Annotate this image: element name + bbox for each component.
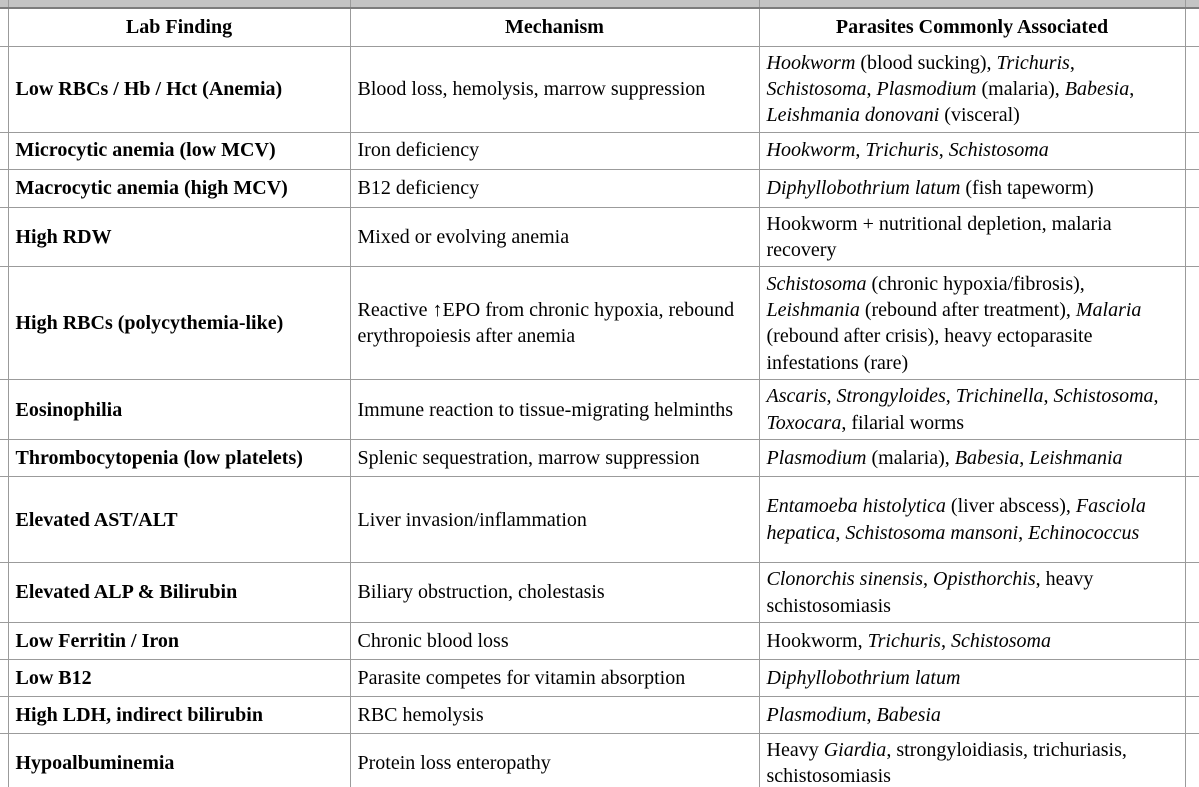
left-margin-cell	[0, 622, 9, 661]
right-margin-cell	[1184, 206, 1199, 268]
right-margin-cell	[1184, 7, 1199, 47]
parasites-cell: Diphyllobothrium latum	[758, 659, 1186, 698]
lab-finding-cell: Elevated ALP & Bilirubin	[7, 562, 351, 624]
lab-finding-cell: Hypoalbuminemia	[7, 733, 351, 787]
lab-finding-cell: Microcytic anemia (low MCV)	[7, 131, 351, 170]
parasites-cell: Diphyllobothrium latum (fish tapeworm)	[758, 168, 1186, 208]
lab-finding-cell: Eosinophilia	[7, 379, 351, 441]
partial-cell	[7, 0, 351, 9]
table-row: Eosinophilia Immune reaction to tissue-mi…	[0, 379, 1199, 441]
right-margin-cell	[1184, 266, 1199, 381]
partial-cell	[0, 0, 9, 9]
partial-cell	[349, 0, 760, 9]
header-parasites: Parasites Commonly Associated	[758, 7, 1186, 47]
header-lab-finding: Lab Finding	[7, 7, 351, 47]
header-mechanism: Mechanism	[349, 7, 760, 47]
parasites-cell: Plasmodium (malaria), Babesia, Leishmani…	[758, 439, 1186, 478]
parasites-cell: Clonorchis sinensis, Opisthorchis, heavy…	[758, 562, 1186, 624]
right-margin-cell	[1184, 476, 1199, 564]
left-margin-cell	[0, 659, 9, 698]
mechanism-cell: Protein loss enteropathy	[349, 733, 760, 787]
table-row: Thrombocytopenia (low platelets) Splenic …	[0, 439, 1199, 478]
parasites-cell: Hookworm, Trichuris, Schistosoma	[758, 131, 1186, 170]
header-row: Lab Finding Mechanism Parasites Commonly…	[0, 7, 1199, 47]
mechanism-cell: Blood loss, hemolysis, marrow suppressio…	[349, 45, 760, 133]
mechanism-cell: Iron deficiency	[349, 131, 760, 170]
right-margin-cell	[1184, 696, 1199, 735]
right-margin-cell	[1184, 659, 1199, 698]
lab-finding-cell: Macrocytic anemia (high MCV)	[7, 168, 351, 208]
parasites-cell: Hookworm, Trichuris, Schistosoma	[758, 622, 1186, 661]
mechanism-cell: Splenic sequestration, marrow suppressio…	[349, 439, 760, 478]
parasites-cell: Hookworm + nutritional depletion, malari…	[758, 206, 1186, 268]
parasites-cell: Heavy Giardia, strongyloidiasis, trichur…	[758, 733, 1186, 787]
right-margin-cell	[1184, 439, 1199, 478]
left-margin-cell	[0, 733, 9, 787]
parasites-cell: Entamoeba histolytica (liver abscess), F…	[758, 476, 1186, 564]
parasites-cell: Schistosoma (chronic hypoxia/fibrosis), …	[758, 266, 1186, 381]
table-row: Elevated ALP & Bilirubin Biliary obstruct…	[0, 562, 1199, 624]
left-margin-cell	[0, 206, 9, 268]
lab-finding-cell: High LDH, indirect bilirubin	[7, 696, 351, 735]
lab-finding-cell: Thrombocytopenia (low platelets)	[7, 439, 351, 478]
right-margin-cell	[1184, 131, 1199, 170]
partial-row-above	[0, 0, 1199, 9]
table-row: Low B12 Parasite competes for vitamin abs…	[0, 659, 1199, 698]
mechanism-cell: RBC hemolysis	[349, 696, 760, 735]
table-row: Macrocytic anemia (high MCV) B12 deficien…	[0, 168, 1199, 208]
table-row: Low RBCs / Hb / Hct (Anemia) Blood loss, …	[0, 45, 1199, 133]
mechanism-cell: Immune reaction to tissue-migrating helm…	[349, 379, 760, 441]
left-margin-cell	[0, 266, 9, 381]
table-row: High RBCs (polycythemia-like) Reactive ↑E…	[0, 266, 1199, 381]
right-margin-cell	[1184, 622, 1199, 661]
mechanism-cell: Biliary obstruction, cholestasis	[349, 562, 760, 624]
right-margin-cell	[1184, 562, 1199, 624]
right-margin-cell	[1184, 379, 1199, 441]
right-margin-cell	[1184, 733, 1199, 787]
left-margin-cell	[0, 439, 9, 478]
left-margin-cell	[0, 168, 9, 208]
left-margin-cell	[0, 45, 9, 133]
mechanism-cell: Parasite competes for vitamin absorption	[349, 659, 760, 698]
lab-finding-cell: Low Ferritin / Iron	[7, 622, 351, 661]
table-body: Low RBCs / Hb / Hct (Anemia) Blood loss, …	[0, 45, 1199, 787]
table-row: Low Ferritin / Iron Chronic blood loss Hoo…	[0, 622, 1199, 661]
lab-finding-cell: Elevated AST/ALT	[7, 476, 351, 564]
partial-cell	[758, 0, 1186, 9]
right-margin-cell	[1184, 168, 1199, 208]
right-margin-cell	[1184, 45, 1199, 133]
left-margin-cell	[0, 696, 9, 735]
table-row: Hypoalbuminemia Protein loss enteropathy H…	[0, 733, 1199, 787]
mechanism-cell: Mixed or evolving anemia	[349, 206, 760, 268]
table-row: High LDH, indirect bilirubin RBC hemolysi…	[0, 696, 1199, 735]
lab-finding-cell: High RBCs (polycythemia-like)	[7, 266, 351, 381]
lab-finding-cell: Low B12	[7, 659, 351, 698]
parasites-cell: Hookworm (blood sucking), Trichuris, Sch…	[758, 45, 1186, 133]
table-row: Microcytic anemia (low MCV) Iron deficien…	[0, 131, 1199, 170]
left-margin-cell	[0, 379, 9, 441]
left-margin-cell	[0, 476, 9, 564]
mechanism-cell: Liver invasion/inflammation	[349, 476, 760, 564]
left-margin-cell	[0, 562, 9, 624]
mechanism-cell: B12 deficiency	[349, 168, 760, 208]
lab-finding-cell: Low RBCs / Hb / Hct (Anemia)	[7, 45, 351, 133]
table-row: High RDW Mixed or evolving anemia Hookworm…	[0, 206, 1199, 268]
left-margin-cell	[0, 7, 9, 47]
partial-cell	[1184, 0, 1199, 9]
mechanism-cell: Chronic blood loss	[349, 622, 760, 661]
lab-finding-cell: High RDW	[7, 206, 351, 268]
table-row: Elevated AST/ALT Liver invasion/inflammat…	[0, 476, 1199, 564]
left-margin-cell	[0, 131, 9, 170]
mechanism-cell: Reactive ↑EPO from chronic hypoxia, rebo…	[349, 266, 760, 381]
parasites-cell: Ascaris, Strongyloides, Trichinella, Sch…	[758, 379, 1186, 441]
parasites-cell: Plasmodium, Babesia	[758, 696, 1186, 735]
